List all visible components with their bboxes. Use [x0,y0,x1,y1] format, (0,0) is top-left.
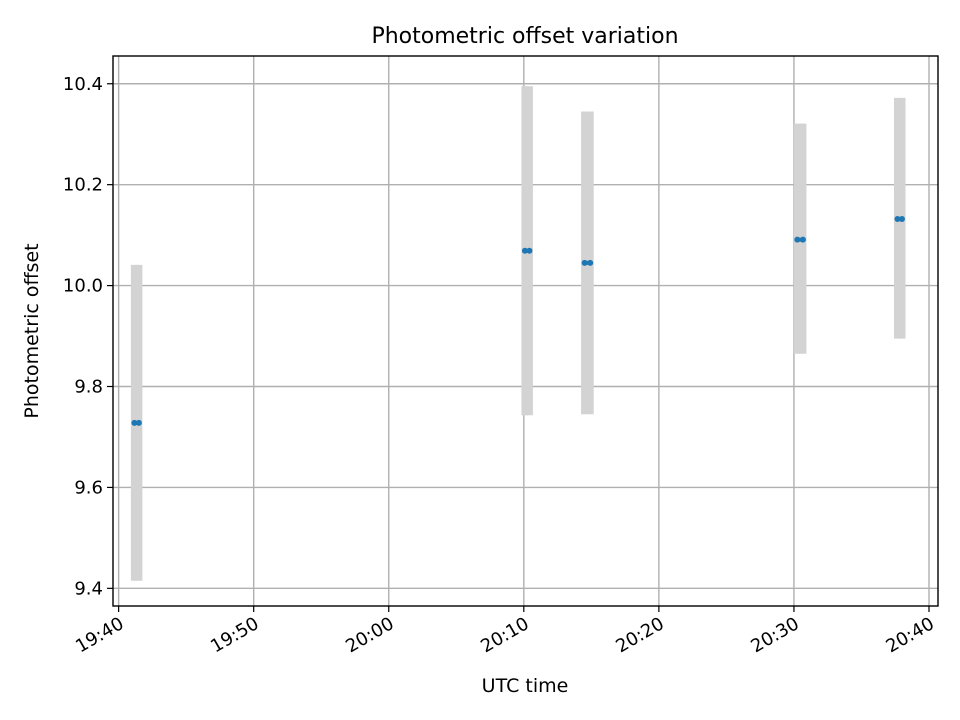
y-tick-label: 10.2 [63,175,103,196]
y-tick-label: 9.6 [74,477,103,498]
chart-title: Photometric offset variation [371,24,678,49]
plot-frame [112,55,939,607]
y-tick-label: 10.4 [63,74,103,95]
y-tick-label: 10.0 [63,276,103,297]
y-tick-label: 9.8 [74,377,103,398]
y-tick-label: 9.4 [74,578,103,599]
y-axis-ticks: 9.4 9.6 9.8 10.0 10.2 10.4 [63,74,113,599]
x-axis-label: UTC time [482,675,569,697]
y-axis-label: Photometric offset [21,243,43,418]
data-markers [131,215,905,426]
